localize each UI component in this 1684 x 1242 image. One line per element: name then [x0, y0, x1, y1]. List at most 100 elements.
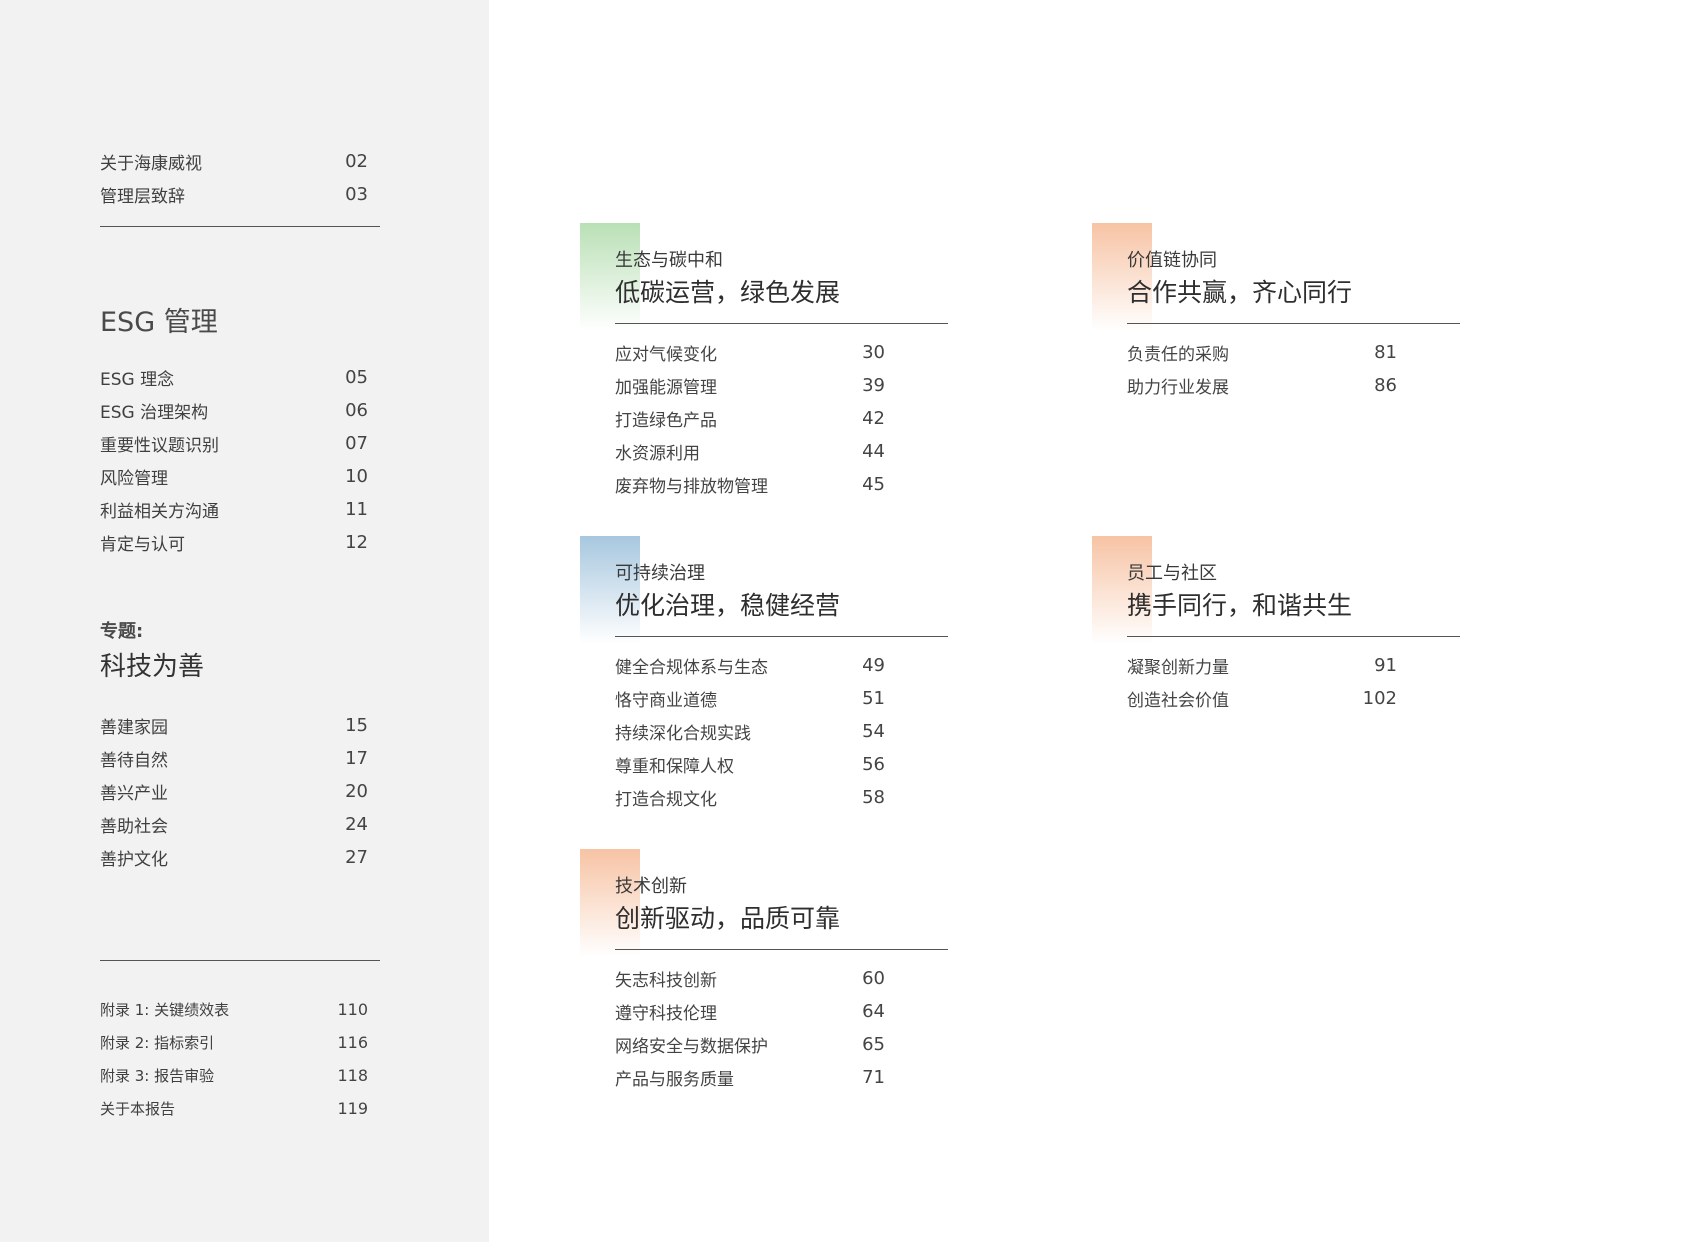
section-accent-block — [1092, 536, 1152, 644]
toc-item[interactable]: 健全合规体系与生态 49 — [615, 649, 885, 682]
toc-item[interactable]: 打造合规文化 58 — [615, 781, 885, 814]
toc-item-page: 10 — [345, 465, 368, 487]
toc-item-label: 助力行业发展 — [1127, 378, 1229, 398]
toc-item[interactable]: 善兴产业 20 — [100, 776, 368, 806]
section-subtitle: 可持续治理 — [615, 563, 705, 584]
toc-item[interactable]: 矢志科技创新 60 — [615, 962, 885, 995]
toc-item-appendix[interactable]: 附录 3: 报告审验 118 — [100, 1060, 368, 1090]
toc-item[interactable]: 善助社会 24 — [100, 809, 368, 839]
toc-item-page: 24 — [345, 813, 368, 835]
toc-item-page: 102 — [1362, 688, 1397, 709]
divider — [100, 960, 380, 961]
toc-item-label: 肯定与认可 — [100, 534, 185, 555]
toc-item[interactable]: 打造绿色产品 42 — [615, 402, 885, 435]
toc-item-page: 12 — [345, 531, 368, 553]
divider — [100, 226, 380, 227]
toc-item[interactable]: 重要性议题识别 07 — [100, 428, 368, 458]
toc-item[interactable]: 水资源利用 44 — [615, 435, 885, 468]
toc-item-management-letter[interactable]: 管理层致辞 03 — [100, 179, 368, 209]
toc-item[interactable]: 助力行业发展 86 — [1127, 369, 1397, 402]
section-eco: 生态与碳中和 低碳运营，绿色发展 应对气候变化 30 加强能源管理 39 打造绿… — [580, 223, 980, 503]
toc-item-label: 附录 3: 报告审验 — [100, 1066, 215, 1085]
toc-item[interactable]: ESG 治理架构 06 — [100, 395, 368, 425]
toc-item-label: 管理层致辞 — [100, 186, 185, 207]
section-title: 携手同行，和谐共生 — [1127, 591, 1353, 620]
toc-item-appendix[interactable]: 附录 1: 关键绩效表 110 — [100, 994, 368, 1024]
toc-item[interactable]: 创造社会价值 102 — [1127, 682, 1397, 715]
toc-item[interactable]: 风险管理 10 — [100, 461, 368, 491]
toc-item-label: 尊重和保障人权 — [615, 757, 734, 777]
divider — [615, 636, 948, 637]
toc-item-page: 86 — [1374, 375, 1397, 396]
toc-item[interactable]: 利益相关方沟通 11 — [100, 494, 368, 524]
toc-item-label: 善建家园 — [100, 717, 168, 738]
toc-item[interactable]: 善建家园 15 — [100, 710, 368, 740]
toc-item[interactable]: 尊重和保障人权 56 — [615, 748, 885, 781]
section-accent-block — [580, 223, 640, 331]
toc-item-page: 44 — [862, 441, 885, 462]
section-subtitle: 生态与碳中和 — [615, 250, 723, 271]
toc-item[interactable]: 恪守商业道德 51 — [615, 682, 885, 715]
toc-item[interactable]: ESG 理念 05 — [100, 362, 368, 392]
toc-item-page: 27 — [345, 846, 368, 868]
toc-item-label: 重要性议题识别 — [100, 435, 219, 456]
toc-item[interactable]: 产品与服务质量 71 — [615, 1061, 885, 1094]
toc-item-label: 善护文化 — [100, 849, 168, 870]
toc-item[interactable]: 善待自然 17 — [100, 743, 368, 773]
special-topic-title: 科技为善 — [100, 652, 205, 682]
toc-item-label: 附录 1: 关键绩效表 — [100, 1000, 230, 1019]
divider — [1127, 323, 1460, 324]
toc-item-page: 64 — [862, 1001, 885, 1022]
toc-item-label: 持续深化合规实践 — [615, 724, 751, 744]
section-item-list: 矢志科技创新 60 遵守科技伦理 64 网络安全与数据保护 65 产品与服务质量… — [615, 962, 885, 1094]
esg-section-heading: ESG 管理 — [100, 307, 218, 338]
toc-item-page: 71 — [862, 1067, 885, 1088]
divider — [615, 949, 948, 950]
toc-item-label: 关于海康威视 — [100, 153, 202, 174]
toc-item-label: 遵守科技伦理 — [615, 1004, 717, 1024]
section-accent-block — [580, 536, 640, 644]
section-governance: 可持续治理 优化治理，稳健经营 健全合规体系与生态 49 恪守商业道德 51 持… — [580, 536, 980, 816]
toc-item-about[interactable]: 关于海康威视 02 — [100, 146, 368, 176]
section-subtitle: 价值链协同 — [1127, 250, 1217, 271]
toc-item-page: 07 — [345, 432, 368, 454]
toc-item-page: 30 — [862, 342, 885, 363]
toc-item-label: ESG 治理架构 — [100, 402, 209, 423]
toc-item-page: 58 — [862, 787, 885, 808]
toc-item-page: 81 — [1374, 342, 1397, 363]
toc-item[interactable]: 加强能源管理 39 — [615, 369, 885, 402]
toc-item[interactable]: 凝聚创新力量 91 — [1127, 649, 1397, 682]
toc-item[interactable]: 网络安全与数据保护 65 — [615, 1028, 885, 1061]
toc-item-appendix[interactable]: 附录 2: 指标索引 116 — [100, 1027, 368, 1057]
section-value-chain: 价值链协同 合作共赢，齐心同行 负责任的采购 81 助力行业发展 86 — [1092, 223, 1492, 423]
toc-item-page: 116 — [337, 1032, 368, 1052]
toc-item[interactable]: 应对气候变化 30 — [615, 336, 885, 369]
divider — [615, 323, 948, 324]
toc-item-label: 创造社会价值 — [1127, 691, 1229, 711]
section-item-list: 凝聚创新力量 91 创造社会价值 102 — [1127, 649, 1397, 715]
toc-item-page: 110 — [337, 999, 368, 1019]
section-item-list: 健全合规体系与生态 49 恪守商业道德 51 持续深化合规实践 54 尊重和保障… — [615, 649, 885, 814]
toc-item-page: 118 — [337, 1065, 368, 1085]
toc-item-page: 51 — [862, 688, 885, 709]
toc-item[interactable]: 废弃物与排放物管理 45 — [615, 468, 885, 501]
toc-item[interactable]: 负责任的采购 81 — [1127, 336, 1397, 369]
toc-item[interactable]: 善护文化 27 — [100, 842, 368, 872]
section-subtitle: 技术创新 — [615, 876, 687, 897]
toc-item-label: 风险管理 — [100, 468, 168, 489]
toc-item[interactable]: 遵守科技伦理 64 — [615, 995, 885, 1028]
toc-item-label: 网络安全与数据保护 — [615, 1037, 768, 1057]
toc-item[interactable]: 持续深化合规实践 54 — [615, 715, 885, 748]
toc-item-label: 加强能源管理 — [615, 378, 717, 398]
toc-item-label: 产品与服务质量 — [615, 1070, 734, 1090]
toc-item-label: 关于本报告 — [100, 1099, 176, 1118]
toc-item[interactable]: 肯定与认可 12 — [100, 527, 368, 557]
section-title: 创新驱动，品质可靠 — [615, 904, 841, 933]
toc-item-label: ESG 理念 — [100, 369, 175, 390]
toc-item-page: 42 — [862, 408, 885, 429]
toc-item-page: 05 — [345, 366, 368, 388]
section-title: 优化治理，稳健经营 — [615, 591, 841, 620]
toc-item-page: 39 — [862, 375, 885, 396]
toc-item-about-report[interactable]: 关于本报告 119 — [100, 1093, 368, 1123]
